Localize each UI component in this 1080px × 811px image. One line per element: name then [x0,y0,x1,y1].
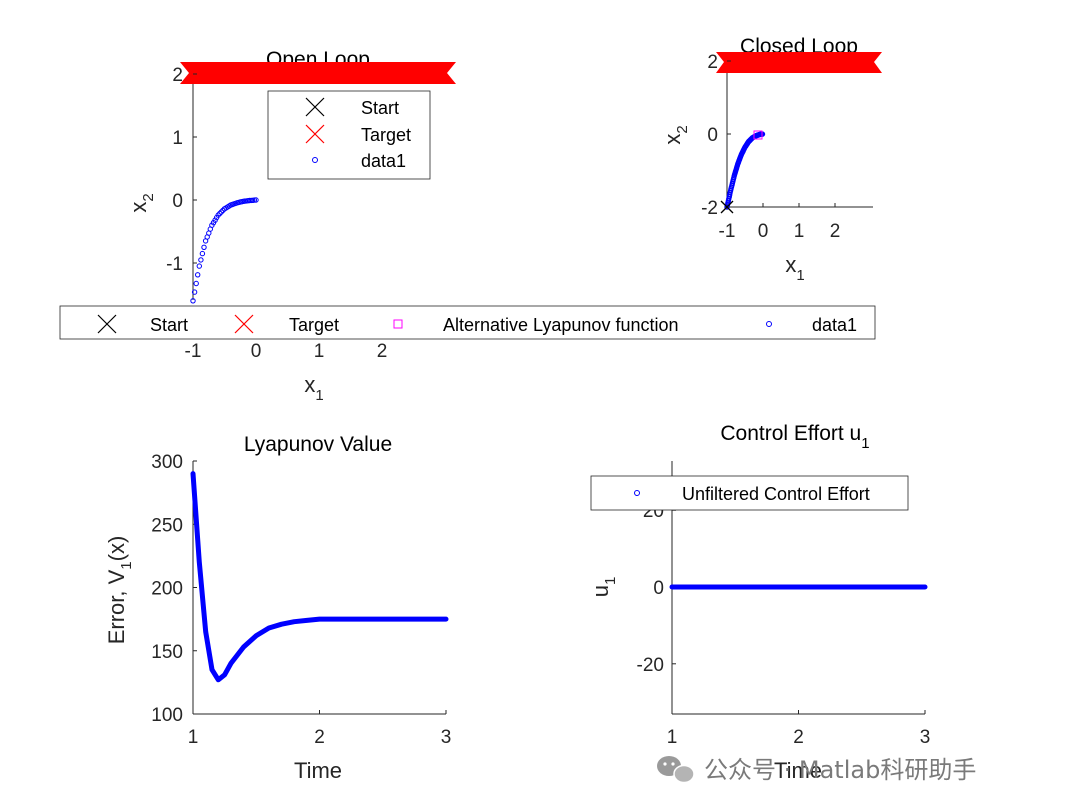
shared-legend-start: Start [150,315,188,335]
open-xtick-label: -1 [185,341,202,362]
legend-data1-marker [312,157,318,163]
open-data-point [195,272,201,278]
closed-xtick-label: -1 [719,221,736,242]
closed-loop-y-ticks: 2 0 -2 [701,52,731,219]
open-data-point [193,280,199,287]
lyap-ytick-label: 100 [151,705,183,726]
ctrl-xtick-label: 3 [920,727,931,748]
open-ytick-label: -1 [166,254,183,275]
open-loop-plot: Open Loop 210-1 -1 0 1 2 x2 x1 Start Target… [126,48,456,404]
open-loop-xlabel: x1 [304,372,323,404]
shared-legend-alt-lyapunov-marker [393,319,403,329]
legend-start-marker [305,97,325,117]
shared-legend-data1-marker [766,321,772,327]
open-data-point [217,210,223,217]
watermark-text: 公众号 · Matlab科研助手 [704,756,976,784]
lyapunov-plot: Lyapunov Value 300 250 200 150 100 1 2 3 Error… [104,433,451,783]
closed-loop-plot: Closed Loop 20-2 -1 0 1 2 x2 x1 [660,35,882,284]
shared-legend-target-marker [234,314,254,334]
open-data-point [191,289,198,295]
open-loop-y-ticks: 2 1 0 -1 [166,65,197,275]
closed-ytick-label: -2 [701,198,718,219]
open-legend-start: Start [361,98,399,118]
lyap-xtick-label: 2 [314,727,325,748]
shared-legend-target: Target [289,315,339,335]
lyap-ytick-label: 250 [151,515,183,536]
open-loop-target-band [180,62,456,84]
control-legend-marker [634,490,640,496]
closed-loop-ylabel: x2 [660,125,691,144]
control-xlabel: Time [774,758,822,783]
closed-xtick-label: 1 [794,221,805,242]
control-y-ticks: 200-20 [637,501,676,676]
ctrl-ytick-label: 0 [653,578,664,599]
open-ytick-label: 2 [172,65,183,86]
open-data-point [201,244,207,251]
ctrl-xtick-label: 1 [667,727,678,748]
wechat-icon [657,756,695,784]
lyapunov-ylabel: Error, V1(x) [104,536,135,645]
open-loop-legend: Start Target data1 [267,90,431,180]
shared-legend: Start Target Alternative Lyapunov functi… [59,305,876,340]
closed-loop-start-marker [720,200,734,214]
lyap-ytick-label: 300 [151,452,183,473]
open-ytick-label: 0 [172,191,183,212]
open-data-point [196,263,203,269]
open-data-point [253,197,259,203]
closed-loop-points [724,131,766,210]
closed-xtick-label: 2 [830,221,841,242]
closed-loop-alt-lyapunov-marker [753,130,763,140]
open-legend-target: Target [361,125,411,145]
watermark: 公众号 · Matlab科研助手 [657,756,976,784]
open-data-point [218,209,225,215]
open-xtick-label: 0 [251,341,262,362]
ctrl-xtick-label: 2 [793,727,804,748]
open-data-point [190,298,196,304]
lyap-xtick-label: 3 [441,727,452,748]
open-legend-data1: data1 [361,151,406,171]
open-loop-points [190,197,259,304]
shared-legend-data1: data1 [812,315,857,335]
lyap-ytick-label: 150 [151,642,183,663]
lyapunov-x-ticks: 1 2 3 [188,710,452,748]
lyapunov-title: Lyapunov Value [244,433,392,456]
shared-legend-start-marker [97,314,117,334]
control-legend-text: Unfiltered Control Effort [682,484,870,504]
open-ytick-label: 1 [172,128,183,149]
ctrl-ytick-label: -20 [637,655,664,676]
closed-ytick-label: 2 [707,52,718,73]
lyap-ytick-label: 200 [151,579,183,600]
closed-loop-target-band [716,52,882,73]
closed-xtick-label: 0 [758,221,769,242]
legend-target-marker [305,124,325,144]
lyapunov-series-line [190,471,449,683]
open-xtick-label: 2 [377,341,388,362]
open-data-point [199,250,206,257]
control-x-ticks: 1 2 3 [667,710,931,748]
control-legend: Unfiltered Control Effort [590,475,909,511]
open-loop-ylabel: x2 [126,193,157,212]
lyap-xtick-label: 1 [188,727,199,748]
open-data-point [198,257,204,263]
open-loop-x-ticks: -1 0 1 2 [185,341,388,362]
lyapunov-xlabel: Time [294,758,342,783]
closed-loop-x-ticks: -1 0 1 2 [719,203,841,242]
shared-legend-alt-lyapunov: Alternative Lyapunov function [443,315,679,335]
closed-loop-xlabel: x1 [785,252,804,284]
control-ylabel: u1 [588,577,619,598]
open-data-point [215,212,221,218]
open-xtick-label: 1 [314,341,325,362]
control-effort-title: Control Effort u1 [720,422,869,452]
closed-ytick-label: 0 [707,125,718,146]
lyapunov-y-ticks: 300 250 200 150 100 [151,452,197,726]
